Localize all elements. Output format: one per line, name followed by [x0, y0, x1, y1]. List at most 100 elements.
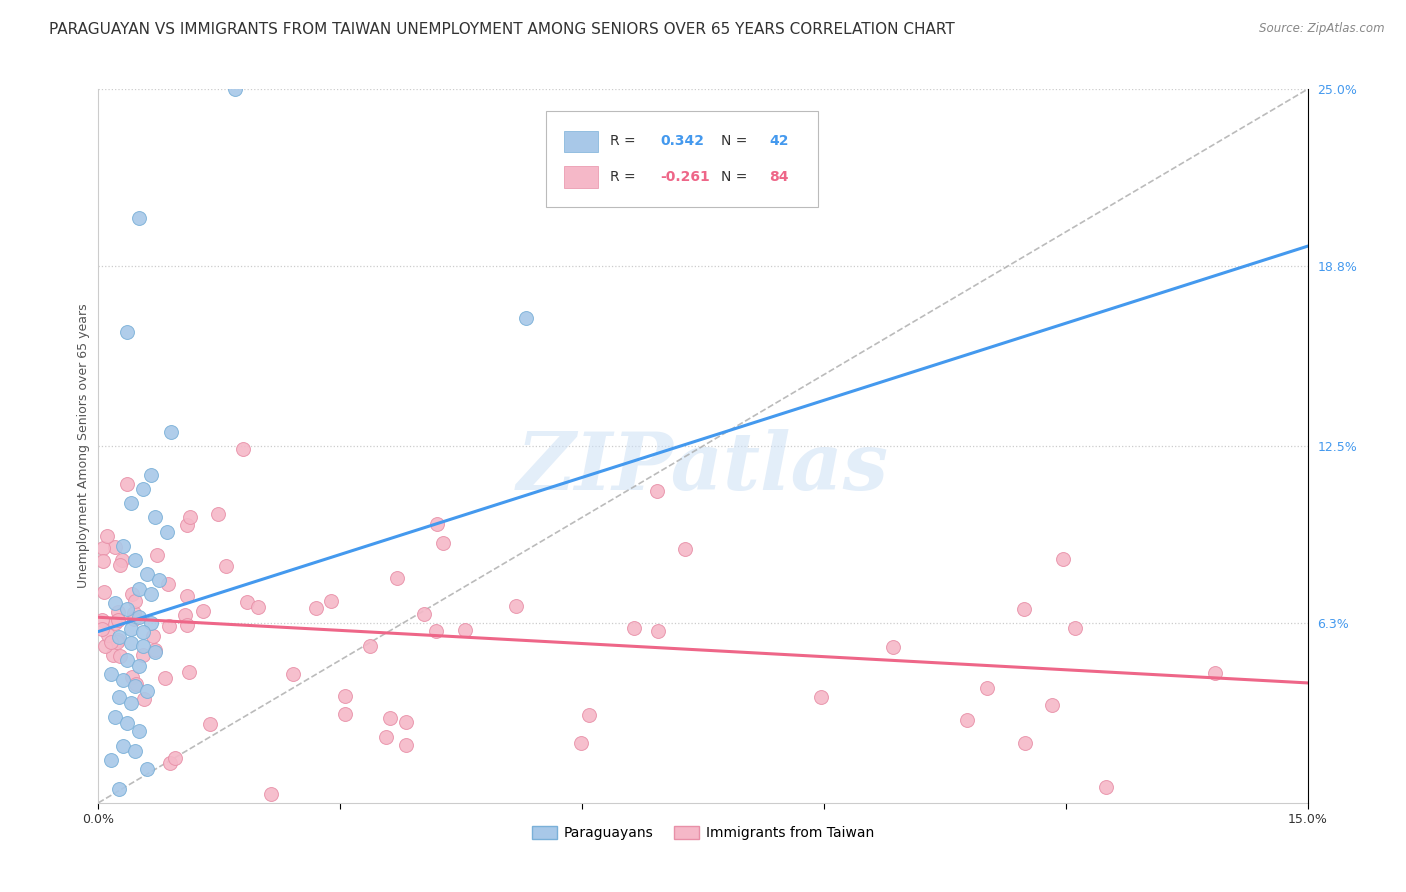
Point: [359, 639, 381, 653]
Point: [120, 622, 142, 636]
Point: [108, 558, 131, 572]
Point: [103, 596, 125, 610]
Point: [505, 599, 527, 614]
Point: [91, 613, 114, 627]
Point: [1012, 602, 1035, 616]
Point: [131, 648, 153, 663]
Point: [94, 639, 117, 653]
FancyBboxPatch shape: [564, 166, 598, 187]
Point: [153, 671, 176, 685]
Point: [122, 612, 145, 626]
Point: [128, 724, 150, 739]
Point: [120, 636, 142, 650]
Point: [125, 677, 148, 691]
Point: [100, 753, 122, 767]
Text: N =: N =: [721, 135, 752, 148]
Point: [673, 541, 696, 556]
Point: [128, 582, 150, 596]
Point: [139, 615, 162, 630]
Point: [1064, 622, 1087, 636]
Point: [395, 714, 418, 729]
Point: [215, 559, 238, 574]
Point: [569, 737, 592, 751]
Point: [198, 717, 221, 731]
Point: [124, 744, 146, 758]
Point: [375, 731, 398, 745]
Point: [1014, 736, 1036, 750]
Point: [104, 616, 127, 631]
Point: [1052, 552, 1074, 566]
Point: [135, 567, 157, 582]
Point: [121, 670, 143, 684]
Point: [128, 658, 150, 673]
Point: [121, 586, 143, 600]
Text: R =: R =: [610, 135, 640, 148]
Point: [139, 467, 162, 482]
Point: [146, 548, 169, 562]
Point: [107, 613, 129, 627]
Point: [93, 584, 115, 599]
Point: [107, 690, 129, 705]
Point: [425, 624, 447, 639]
Point: [1040, 698, 1063, 712]
Point: [148, 573, 170, 587]
Point: [143, 510, 166, 524]
Text: 84: 84: [769, 170, 789, 184]
Point: [515, 310, 537, 325]
Point: [91, 541, 114, 556]
Point: [305, 600, 328, 615]
Point: [132, 691, 155, 706]
Point: [163, 751, 186, 765]
Point: [103, 710, 125, 724]
Point: [260, 787, 283, 801]
Point: [882, 640, 904, 655]
Legend: Paraguayans, Immigrants from Taiwan: Paraguayans, Immigrants from Taiwan: [526, 821, 880, 846]
Text: PARAGUAYAN VS IMMIGRANTS FROM TAIWAN UNEMPLOYMENT AMONG SENIORS OVER 65 YEARS CO: PARAGUAYAN VS IMMIGRANTS FROM TAIWAN UNE…: [49, 22, 955, 37]
Text: N =: N =: [721, 170, 752, 184]
Point: [143, 643, 166, 657]
Point: [956, 714, 979, 728]
Point: [143, 644, 166, 658]
Point: [159, 756, 181, 770]
Point: [107, 781, 129, 796]
Y-axis label: Unemployment Among Seniors over 65 years: Unemployment Among Seniors over 65 years: [77, 303, 90, 589]
Point: [976, 681, 998, 696]
Point: [578, 707, 600, 722]
Point: [207, 507, 229, 521]
Point: [115, 325, 138, 339]
Point: [96, 529, 118, 543]
Point: [128, 610, 150, 624]
Text: -0.261: -0.261: [661, 170, 710, 184]
Point: [395, 738, 418, 752]
Text: R =: R =: [610, 170, 640, 184]
Point: [132, 639, 155, 653]
Text: ZIPatlas: ZIPatlas: [517, 429, 889, 506]
Point: [333, 690, 356, 704]
Point: [1094, 780, 1116, 794]
Point: [111, 739, 134, 753]
Point: [454, 623, 477, 637]
Point: [232, 442, 254, 457]
Point: [236, 595, 259, 609]
Point: [139, 587, 162, 601]
Point: [135, 684, 157, 698]
Point: [645, 484, 668, 499]
Point: [107, 632, 129, 647]
Point: [124, 553, 146, 567]
Point: [97, 627, 120, 641]
Point: [142, 629, 165, 643]
Point: [132, 624, 155, 639]
Point: [623, 621, 645, 635]
Point: [115, 601, 138, 615]
Point: [117, 477, 139, 491]
Point: [176, 518, 198, 533]
Point: [120, 496, 142, 510]
Text: 0.342: 0.342: [661, 135, 704, 148]
Point: [333, 707, 356, 722]
Point: [810, 690, 832, 704]
Text: 42: 42: [769, 135, 789, 148]
Point: [378, 711, 401, 725]
Point: [156, 524, 179, 539]
Point: [107, 605, 129, 619]
Point: [108, 649, 131, 664]
